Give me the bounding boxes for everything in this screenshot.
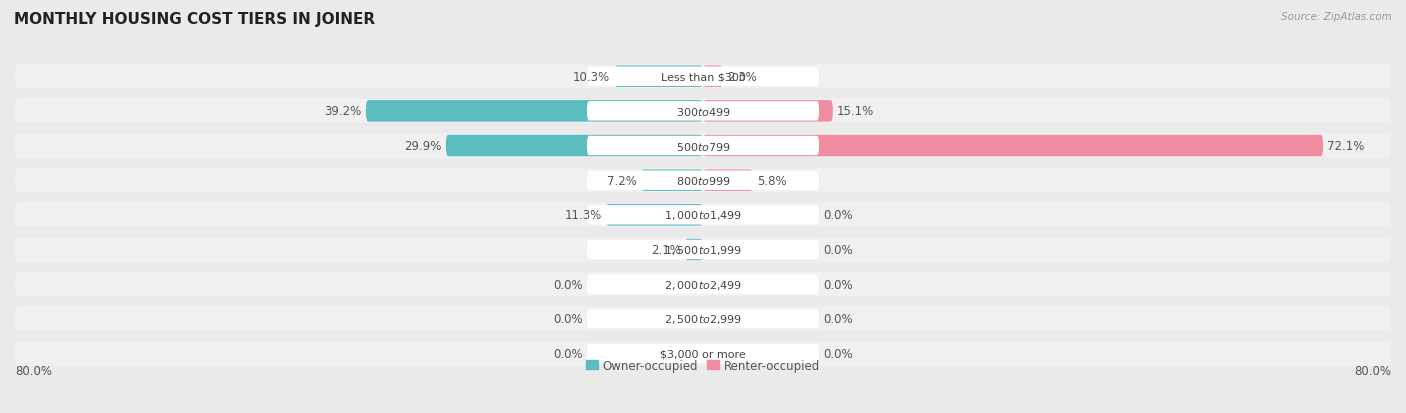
FancyBboxPatch shape (586, 102, 820, 121)
Text: $1,500 to $1,999: $1,500 to $1,999 (664, 243, 742, 256)
FancyBboxPatch shape (15, 203, 1391, 228)
Legend: Owner-occupied, Renter-occupied: Owner-occupied, Renter-occupied (586, 358, 820, 372)
FancyBboxPatch shape (15, 134, 1391, 158)
Text: 80.0%: 80.0% (15, 364, 52, 377)
Text: $3,000 or more: $3,000 or more (661, 349, 745, 358)
Text: 72.1%: 72.1% (1327, 140, 1365, 153)
Text: 2.1%: 2.1% (651, 243, 681, 256)
FancyBboxPatch shape (15, 169, 1391, 193)
Text: 15.1%: 15.1% (837, 105, 875, 118)
FancyBboxPatch shape (586, 309, 820, 329)
Text: Less than $300: Less than $300 (661, 72, 745, 82)
FancyBboxPatch shape (586, 344, 820, 363)
FancyBboxPatch shape (15, 238, 1391, 262)
Text: 29.9%: 29.9% (404, 140, 441, 153)
Text: 0.0%: 0.0% (824, 313, 853, 325)
FancyBboxPatch shape (685, 239, 703, 261)
Text: MONTHLY HOUSING COST TIERS IN JOINER: MONTHLY HOUSING COST TIERS IN JOINER (14, 12, 375, 27)
FancyBboxPatch shape (586, 275, 820, 294)
FancyBboxPatch shape (586, 67, 820, 87)
FancyBboxPatch shape (586, 240, 820, 259)
Text: 0.0%: 0.0% (553, 313, 582, 325)
Text: $500 to $799: $500 to $799 (675, 140, 731, 152)
FancyBboxPatch shape (15, 100, 1391, 123)
Text: $2,500 to $2,999: $2,500 to $2,999 (664, 313, 742, 325)
FancyBboxPatch shape (703, 135, 1323, 157)
Text: 11.3%: 11.3% (564, 209, 602, 222)
FancyBboxPatch shape (15, 272, 1391, 297)
Text: 0.0%: 0.0% (824, 209, 853, 222)
Text: 7.2%: 7.2% (607, 174, 637, 187)
FancyBboxPatch shape (703, 101, 832, 122)
Text: 39.2%: 39.2% (325, 105, 361, 118)
Text: 80.0%: 80.0% (1354, 364, 1391, 377)
FancyBboxPatch shape (703, 66, 723, 88)
FancyBboxPatch shape (15, 307, 1391, 331)
FancyBboxPatch shape (586, 171, 820, 190)
FancyBboxPatch shape (586, 206, 820, 225)
Text: 0.0%: 0.0% (553, 347, 582, 360)
Text: 2.3%: 2.3% (727, 71, 756, 83)
FancyBboxPatch shape (614, 66, 703, 88)
FancyBboxPatch shape (703, 170, 752, 192)
FancyBboxPatch shape (641, 170, 703, 192)
Text: 0.0%: 0.0% (824, 278, 853, 291)
Text: $300 to $499: $300 to $499 (675, 106, 731, 118)
Text: 0.0%: 0.0% (553, 278, 582, 291)
FancyBboxPatch shape (446, 135, 703, 157)
FancyBboxPatch shape (15, 65, 1391, 89)
Text: Source: ZipAtlas.com: Source: ZipAtlas.com (1281, 12, 1392, 22)
FancyBboxPatch shape (366, 101, 703, 122)
Text: 0.0%: 0.0% (824, 347, 853, 360)
Text: $2,000 to $2,499: $2,000 to $2,499 (664, 278, 742, 291)
FancyBboxPatch shape (606, 204, 703, 226)
FancyBboxPatch shape (586, 136, 820, 156)
Text: $1,000 to $1,499: $1,000 to $1,499 (664, 209, 742, 222)
FancyBboxPatch shape (15, 342, 1391, 366)
Text: 10.3%: 10.3% (574, 71, 610, 83)
Text: $800 to $999: $800 to $999 (675, 175, 731, 187)
Text: 5.8%: 5.8% (758, 174, 787, 187)
Text: 0.0%: 0.0% (824, 243, 853, 256)
